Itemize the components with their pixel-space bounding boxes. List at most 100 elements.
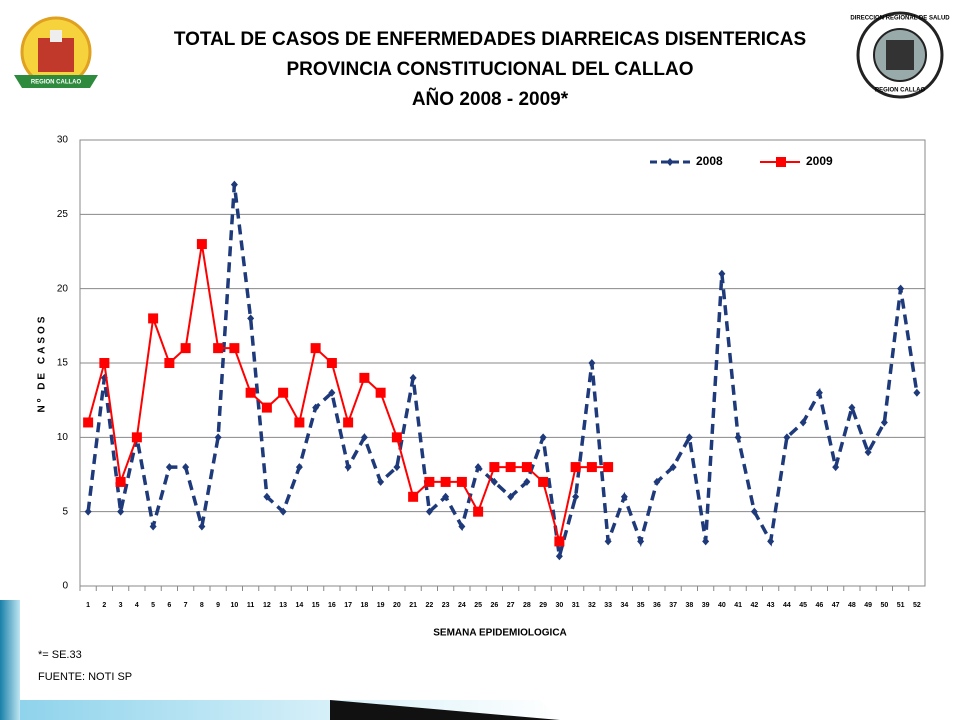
x-tick-label: 34 (620, 602, 628, 609)
marker (198, 522, 206, 531)
marker (180, 343, 191, 354)
x-tick-label: 15 (312, 602, 320, 609)
x-tick-label: 31 (572, 602, 580, 609)
marker (538, 476, 549, 487)
x-axis-label: SEMANA EPIDEMIOLOGICA (433, 628, 567, 639)
x-tick-label: 27 (507, 602, 515, 609)
x-tick-label: 46 (815, 602, 823, 609)
marker (490, 477, 498, 486)
x-tick-label: 39 (702, 602, 710, 609)
marker (196, 239, 207, 250)
marker (83, 417, 94, 428)
marker (474, 463, 482, 472)
chart-title: AÑO 2008 - 2009* (412, 88, 569, 110)
chart-title: PROVINCIA CONSTITUCIONAL DEL CALLAO (286, 59, 693, 80)
marker (750, 507, 758, 516)
marker (572, 492, 580, 501)
note: *= SE.33 (38, 649, 82, 661)
marker (603, 462, 614, 473)
x-tick-label: 30 (555, 602, 563, 609)
x-tick-label: 42 (750, 602, 758, 609)
marker (718, 269, 726, 278)
x-tick-label: 14 (295, 602, 303, 609)
marker (310, 343, 321, 354)
marker (702, 537, 710, 546)
marker (360, 433, 368, 442)
x-tick-label: 21 (409, 602, 417, 609)
x-tick-label: 41 (734, 602, 742, 609)
series-line (86, 184, 919, 557)
x-tick-label: 44 (783, 602, 791, 609)
marker (570, 462, 581, 473)
x-tick-label: 2 (102, 602, 106, 609)
x-tick-label: 38 (685, 602, 693, 609)
x-tick-label: 29 (539, 602, 547, 609)
legend-marker (666, 158, 674, 166)
x-tick-label: 50 (880, 602, 888, 609)
marker (604, 537, 612, 546)
x-tick-label: 52 (913, 602, 921, 609)
marker (117, 507, 125, 516)
x-tick-label: 32 (588, 602, 596, 609)
x-tick-label: 6 (167, 602, 171, 609)
x-tick-label: 7 (184, 602, 188, 609)
marker (554, 536, 565, 547)
marker (848, 403, 856, 412)
decor-dark (330, 700, 560, 720)
left-logo: REGION CALLAO (14, 16, 98, 88)
marker (229, 343, 240, 354)
marker (734, 433, 742, 442)
marker (799, 418, 807, 427)
x-tick-label: 9 (216, 602, 220, 609)
x-tick-label: 22 (425, 602, 433, 609)
marker (442, 492, 450, 501)
marker (149, 522, 157, 531)
marker (408, 491, 419, 502)
marker (864, 448, 872, 457)
x-tick-label: 13 (279, 602, 287, 609)
x-tick-label: 5 (151, 602, 155, 609)
marker (555, 552, 563, 561)
y-tick-label: 15 (57, 358, 69, 369)
x-tick-label: 40 (718, 602, 726, 609)
marker (586, 462, 597, 473)
x-tick-label: 17 (344, 602, 352, 609)
marker (507, 492, 515, 501)
x-tick-label: 36 (653, 602, 661, 609)
x-tick-label: 18 (360, 602, 368, 609)
marker (897, 284, 905, 293)
marker (669, 463, 677, 472)
legend-marker (776, 157, 786, 167)
marker (377, 477, 385, 486)
x-tick-label: 37 (669, 602, 677, 609)
x-tick-label: 33 (604, 602, 612, 609)
marker (409, 373, 417, 382)
marker (99, 358, 110, 368)
marker (115, 476, 126, 487)
x-tick-label: 1 (86, 602, 90, 609)
marker (164, 358, 175, 368)
marker (294, 417, 305, 428)
marker (653, 477, 661, 486)
marker (913, 388, 921, 397)
marker (131, 432, 142, 443)
marker (213, 343, 224, 354)
marker (391, 432, 402, 443)
decor-left (0, 600, 20, 720)
x-tick-label: 4 (135, 602, 139, 609)
x-tick-label: 11 (247, 602, 255, 609)
marker (637, 537, 645, 546)
marker (214, 433, 222, 442)
marker (523, 477, 531, 486)
x-tick-label: 19 (377, 602, 385, 609)
marker (458, 522, 466, 531)
chart-title: TOTAL DE CASOS DE ENFERMEDADES DIARREICA… (174, 29, 806, 50)
marker (165, 463, 173, 472)
marker (344, 463, 352, 472)
x-tick-label: 47 (832, 602, 840, 609)
legend-label: 2008 (696, 154, 723, 168)
marker (326, 358, 337, 368)
marker (261, 402, 272, 413)
marker (312, 403, 320, 412)
note: FUENTE: NOTI SP (38, 671, 132, 683)
